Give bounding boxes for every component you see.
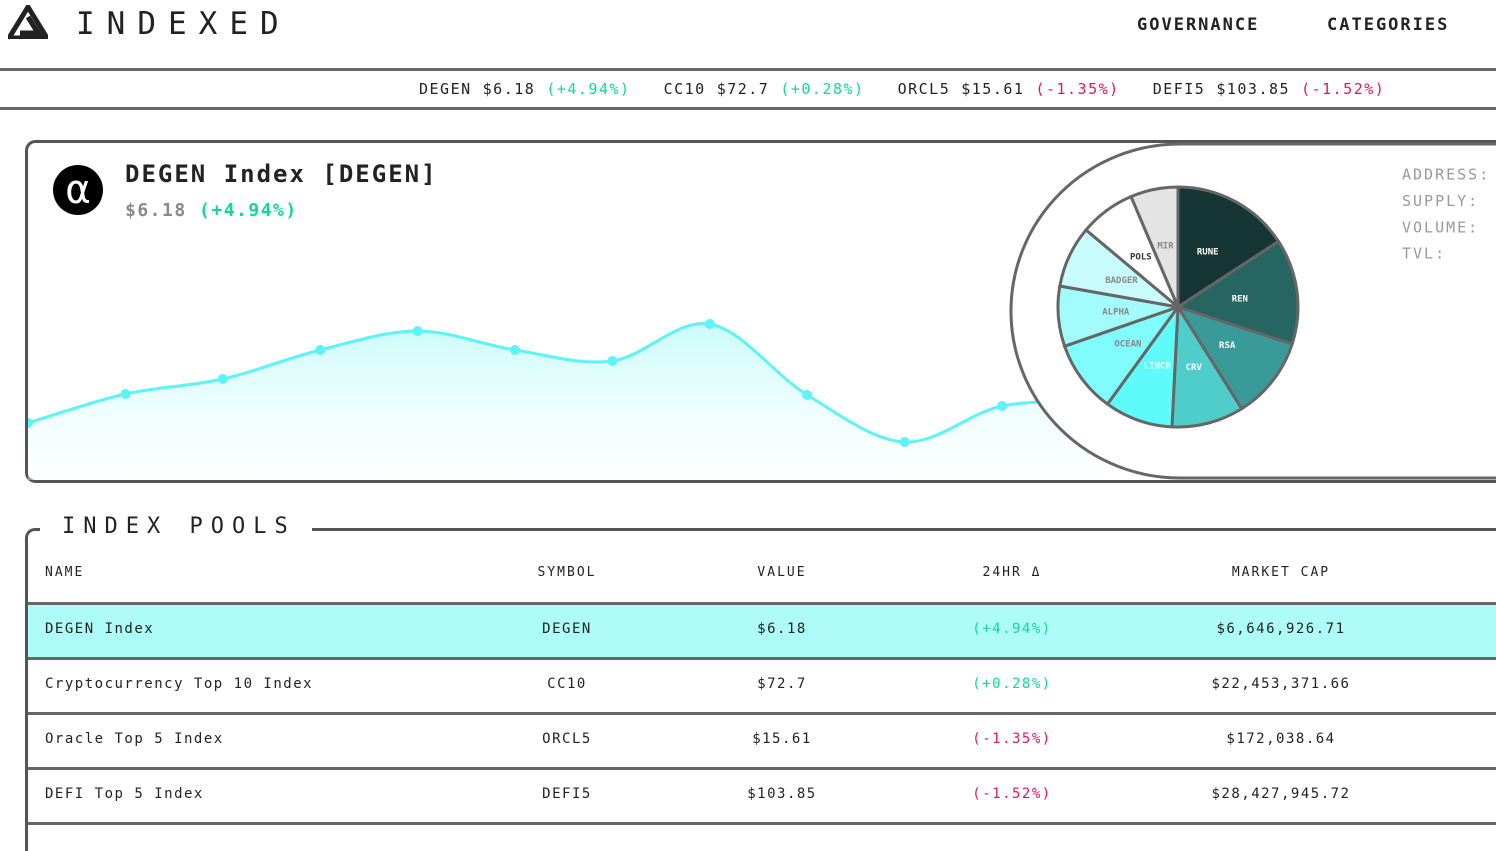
column-header: MARKET CAP [1181, 565, 1381, 580]
line-point [510, 345, 520, 355]
line-point [997, 401, 1007, 411]
ticker-change: (-1.52%) [1301, 80, 1385, 98]
pie-label: OCEAN [1114, 340, 1141, 350]
table-cell: $172,038.64 [1181, 731, 1381, 747]
pie-label: POLS [1130, 252, 1152, 262]
table-cell: CC10 [467, 676, 667, 692]
table-row[interactable]: DEGEN Index DEGEN $6.18 (+4.94%) $6,646,926.… [28, 605, 1496, 660]
line-point [802, 390, 812, 400]
index-icon-glyph: α [66, 167, 90, 213]
table-row[interactable]: Oracle Top 5 Index ORCL5 $15.61 (-1.35%) $17… [28, 715, 1496, 770]
ticker-symbol: DEGEN [419, 80, 472, 98]
divider [0, 68, 1496, 71]
table-cell: (-1.35%) [912, 731, 1112, 747]
pie-label: RSA [1219, 341, 1236, 351]
pie-label: BADGER [1105, 276, 1138, 286]
stat-label: VOLUME: [1402, 218, 1479, 236]
table-cell: (+4.94%) [912, 621, 1112, 637]
column-header: NAME [45, 565, 84, 580]
pie-label: ALPHA [1102, 307, 1130, 317]
ticker: DEGEN $6.18 (+4.94%) CC10 $72.7 (+0.28%) ORCL5… [419, 80, 1385, 98]
table-cell: $6.18 [682, 621, 882, 637]
pie-label: RUNE [1197, 248, 1219, 258]
column-header: SYMBOL [467, 565, 667, 580]
stat-label: TVL: [1402, 245, 1446, 263]
ticker-price: $103.85 [1216, 80, 1290, 98]
table-cell: (+0.28%) [912, 676, 1112, 692]
table-cell: Oracle Top 5 Index [45, 731, 224, 747]
table-cell: $103.85 [682, 786, 882, 802]
column-header: 24HR Δ [912, 565, 1112, 580]
pools-title: INDEX POOLS [40, 514, 312, 539]
ticker-price: $15.61 [961, 80, 1024, 98]
index-price: $6.18 [125, 200, 187, 221]
pie-label: MIR [1157, 241, 1174, 251]
line-point [218, 374, 228, 384]
table-row[interactable]: DEFI Top 5 Index DEFI5 $103.85 (-1.52%) $28,… [28, 770, 1496, 825]
table-cell: DEGEN [467, 621, 667, 637]
brand: INDEXED [76, 6, 291, 42]
line-point [607, 356, 617, 366]
ticker-item[interactable]: CC10 $72.7 (+0.28%) [664, 80, 865, 98]
divider [0, 107, 1496, 110]
ticker-item[interactable]: ORCL5 $15.61 (-1.35%) [898, 80, 1120, 98]
ticker-change: (+4.94%) [546, 80, 630, 98]
table-cell: DEGEN Index [45, 621, 154, 637]
pie-label: CRV [1186, 363, 1203, 373]
pie-chart: RUNE REN RSA CRV LINCH OCEAN ALPHA BADGER POLS MI… [1058, 187, 1298, 427]
table-cell: DEFI Top 5 Index [45, 786, 204, 802]
ticker-change: (+0.28%) [780, 80, 864, 98]
nav-link[interactable]: GOVERNANCE [1137, 15, 1259, 35]
table-row[interactable]: Cryptocurrency Top 10 Index CC10 $72.7 (+0.… [28, 660, 1496, 715]
ticker-price: $72.7 [717, 80, 770, 98]
ticker-change: (-1.35%) [1035, 80, 1119, 98]
ticker-item[interactable]: DEGEN $6.18 (+4.94%) [419, 80, 631, 98]
table-cell: ORCL5 [467, 731, 667, 747]
index-title: DEGEN Index [DEGEN] [125, 160, 438, 188]
pie-label: LINCH [1144, 361, 1171, 371]
index-price-line: $6.18 (+4.94%) [125, 200, 298, 221]
line-point [315, 345, 325, 355]
ticker-price: $6.18 [483, 80, 536, 98]
line-point [413, 326, 423, 336]
line-point [23, 418, 33, 428]
pie-label: REN [1232, 294, 1248, 304]
table-cell: $72.7 [682, 676, 882, 692]
logo [8, 5, 48, 39]
stat-label: SUPPLY: [1402, 192, 1479, 210]
table-cell: (-1.52%) [912, 786, 1112, 802]
ticker-symbol: CC10 [664, 80, 706, 98]
table-cell: DEFI5 [467, 786, 667, 802]
index-change: (+4.94%) [199, 200, 298, 221]
line-point [705, 319, 715, 329]
table-cell: $6,646,926.71 [1181, 621, 1381, 637]
line-point [900, 437, 910, 447]
ticker-item[interactable]: DEFI5 $103.85 (-1.52%) [1153, 80, 1386, 98]
column-header: VALUE [682, 565, 882, 580]
ticker-symbol: ORCL5 [898, 80, 951, 98]
ticker-symbol: DEFI5 [1153, 80, 1206, 98]
table-cell: $28,427,945.72 [1181, 786, 1381, 802]
index-card: RUNE REN RSA CRV LINCH OCEAN ALPHA BADGER POLS MI… [0, 138, 1496, 484]
nav-link[interactable]: CATEGORIES [1327, 15, 1449, 35]
stat-label: ADDRESS: [1402, 166, 1490, 184]
table-cell: Cryptocurrency Top 10 Index [45, 676, 313, 692]
table-cell: $15.61 [682, 731, 882, 747]
table-cell: $22,453,371.66 [1181, 676, 1381, 692]
line-point [120, 389, 130, 399]
